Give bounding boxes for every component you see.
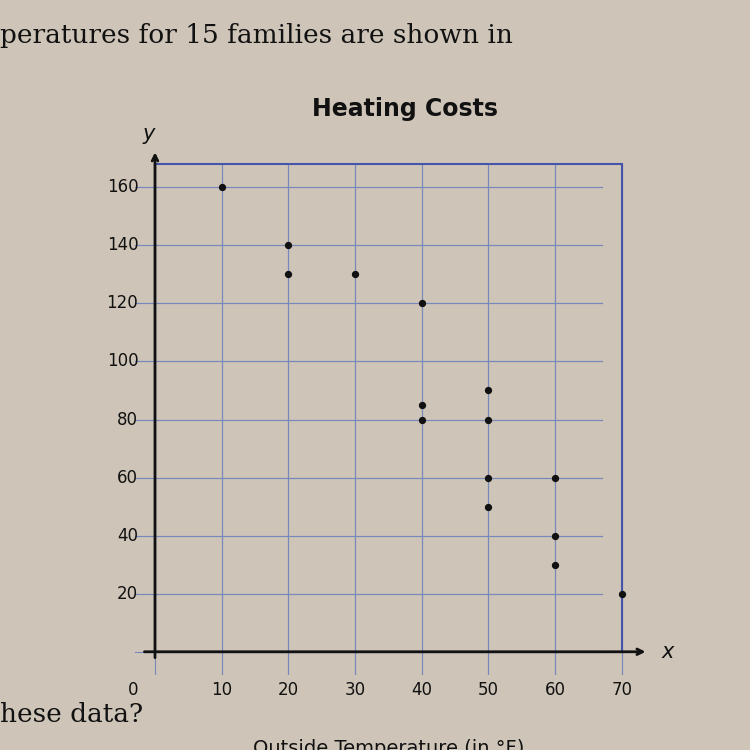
Text: 50: 50 [478, 681, 499, 699]
Point [482, 385, 494, 397]
Text: 100: 100 [106, 352, 138, 370]
Text: 70: 70 [611, 681, 632, 699]
Point [416, 399, 428, 411]
Point [616, 588, 628, 600]
Point [349, 268, 361, 280]
Point [216, 182, 228, 194]
Point [282, 268, 294, 280]
Text: 20: 20 [117, 585, 138, 603]
Text: 40: 40 [117, 526, 138, 544]
Point [416, 298, 428, 310]
Point [549, 559, 561, 571]
Text: 80: 80 [117, 410, 138, 428]
Text: 0: 0 [128, 681, 138, 699]
Text: 20: 20 [278, 681, 299, 699]
Text: x: x [662, 642, 674, 662]
Point [549, 530, 561, 542]
Point [282, 239, 294, 251]
Text: 120: 120 [106, 295, 138, 313]
Point [549, 472, 561, 484]
Point [482, 500, 494, 512]
Point [482, 413, 494, 425]
Text: peratures for 15 families are shown in: peratures for 15 families are shown in [0, 22, 513, 47]
Text: 40: 40 [411, 681, 432, 699]
Text: 60: 60 [117, 469, 138, 487]
Text: y: y [142, 124, 154, 144]
Text: 60: 60 [544, 681, 566, 699]
Point [416, 413, 428, 425]
Text: 10: 10 [211, 681, 232, 699]
Text: hese data?: hese data? [0, 703, 143, 727]
Text: Outside Temperature (in °F): Outside Temperature (in °F) [253, 739, 524, 750]
Title: Heating Costs: Heating Costs [312, 97, 498, 121]
Text: 140: 140 [106, 236, 138, 254]
Point [482, 472, 494, 484]
Text: 160: 160 [106, 178, 138, 196]
Text: 30: 30 [344, 681, 365, 699]
